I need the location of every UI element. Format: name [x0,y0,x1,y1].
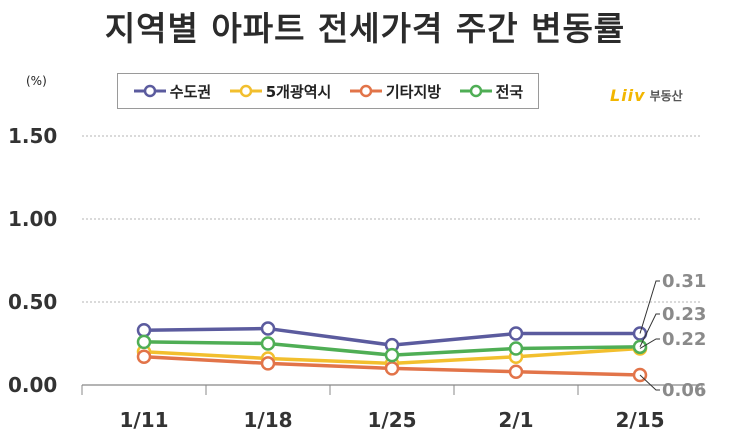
legend-item-series-2: 기타지방 [349,81,441,102]
y-tick-label-3: 1.50 [8,124,57,148]
legend-label-series-1: 5개광역시 [265,82,332,101]
brand-logo: Liiv 부동산 [610,86,683,105]
legend-marker-series-3 [459,84,492,98]
series-0-point-3 [508,326,524,341]
annotation-leader-3 [639,374,660,391]
legend-label-series-0: 수도권 [169,82,212,101]
y-tick-label-1: 0.50 [8,290,57,314]
legend-item-series-1: 5개광역시 [229,81,332,102]
x-tick-label-4: 2/15 [615,408,664,432]
series-2-point-0 [136,349,152,365]
annotation-label-0: 0.31 [662,271,706,292]
x-tick-label-2: 1/25 [367,408,416,432]
legend-marker-series-2 [349,84,382,98]
annotation-label-1: 0.23 [662,304,706,325]
y-tick-label-0: 0.00 [8,373,57,397]
series-3-point-3 [508,341,524,356]
series-3-point-1 [260,336,276,351]
x-tick-label-0: 1/11 [119,408,168,432]
unit-label: (%) [26,74,47,88]
annotation-leader-2 [639,338,660,349]
chart-title: 지역별 아파트 전세가격 주간 변동률 [104,9,626,48]
x-tick-label-1: 1/18 [243,408,292,432]
series-0-point-1 [260,321,276,336]
legend: 수도권 5개광역시 기타지방 전국 [117,73,539,109]
annotation-leader-0 [639,280,660,334]
annotation-label-3: 0.06 [662,380,706,401]
series-2-point-2 [384,361,400,376]
series-3-point-0 [136,334,152,350]
series-0-point-0 [136,322,152,338]
legend-item-series-0: 수도권 [133,81,211,102]
brand-logo-mark: Liiv [610,86,646,105]
legend-label-series-3: 전국 [495,82,524,101]
legend-item-series-3: 전국 [459,81,524,102]
legend-label-series-2: 기타지방 [385,82,442,101]
legend-marker-series-0 [133,84,166,98]
annotation-leader-1 [639,313,660,348]
x-tick-label-3: 2/1 [498,408,533,432]
series-2-point-3 [508,364,524,379]
series-2-point-1 [260,356,276,371]
brand-logo-text: 부동산 [649,89,683,103]
y-tick-label-2: 1.00 [8,207,57,231]
series-3-point-2 [384,347,400,363]
annotation-label-2: 0.22 [662,329,706,350]
legend-marker-series-1 [229,84,262,98]
